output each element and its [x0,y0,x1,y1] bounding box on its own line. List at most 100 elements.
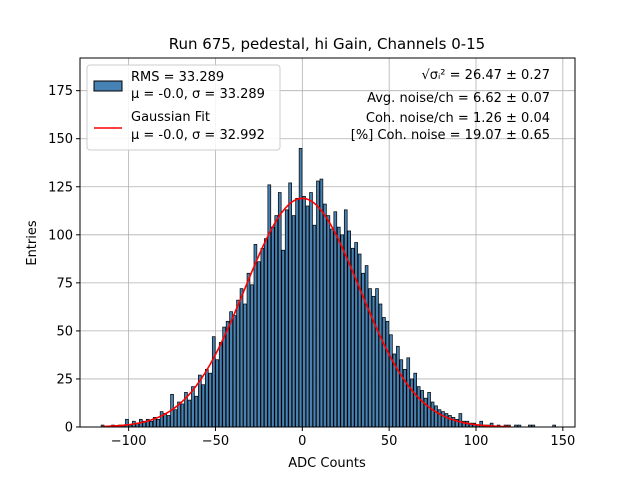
histogram-bar [246,272,251,428]
histogram-bar [298,147,303,428]
histogram-bar [448,415,452,428]
y-tick-label: 150 [48,132,73,147]
histogram-bar [149,420,153,428]
histogram-bar [243,303,247,428]
histogram-bar [125,418,129,428]
histogram-bar [208,372,213,428]
histogram-bar [326,215,331,428]
y-axis-label: Entries [25,220,40,266]
histogram-bar [159,411,164,428]
histogram-bar [229,311,233,428]
legend-entry-fit-stats: μ = -0.0, σ = 32.992 [131,128,265,143]
x-tick-label: −50 [202,434,229,449]
histogram-bar [222,326,226,428]
histogram-bar [413,372,417,428]
histogram-bar [458,413,463,428]
histogram-bar [330,228,334,428]
histogram-bar [225,320,230,428]
histogram-bar [437,409,442,428]
histogram-bar [389,334,393,428]
histogram-bar [180,403,185,428]
histogram-bar [264,238,268,428]
annotation-sigma-rhs: = 26.47 ± 0.27 [450,68,550,83]
histogram-bar [441,411,445,428]
x-tick-label: 50 [381,434,398,449]
histogram-bar [396,345,400,428]
annotation-sigma: √σᵢ² = 26.47 ± 0.27 [421,68,550,83]
histogram-bar [343,209,348,428]
histogram-bar [312,224,317,428]
histogram-bar [364,265,369,428]
histogram-bar [191,386,195,428]
histogram-bar [427,392,431,428]
y-tick-label: 50 [56,324,73,339]
histogram-bar [305,205,310,428]
histogram-bar [201,384,206,428]
histogram-bar [406,357,411,428]
histogram-bar [295,197,299,428]
histogram-bar [354,242,358,428]
x-tick-label: 150 [550,434,575,449]
histogram-bar [253,244,258,428]
chart-title: Run 675, pedestal, hi Gain, Channels 0-1… [169,35,485,53]
histogram-bar [291,215,296,428]
histogram-bar [337,226,341,428]
x-tick-label: −100 [111,434,147,449]
histogram-bar [316,180,320,428]
histogram-bar [211,336,216,428]
legend-entry-fit: Gaussian Fit [131,110,210,125]
histogram-bar [357,253,362,428]
x-tick-label: 0 [298,434,306,449]
annotation-sigma-lhs: √σᵢ² [421,68,445,83]
x-axis-label: ADC Counts [288,456,366,471]
histogram-bar [236,299,240,428]
histogram-bar [309,192,313,428]
histogram-bar [430,401,435,428]
x-tick-label: 100 [464,434,489,449]
histogram-bar [323,203,327,428]
histogram-bar [271,226,275,428]
histogram-bar [375,288,379,428]
histogram-bar [319,178,324,428]
legend: RMS = 33.289 μ = -0.0, σ = 33.289 Gaussi… [86,64,281,151]
histogram-bar [166,415,171,428]
grid [80,58,575,428]
annotation-coh-percent: [%] Coh. noise = 19.07 ± 0.65 [351,128,550,143]
histogram-bar [378,303,383,428]
annotation-coh-noise: Coh. noise/ch = 1.26 ± 0.04 [366,111,550,126]
legend-entry-rms: RMS = 33.289 [131,70,224,85]
plot-frame [79,57,576,428]
histogram-bar [288,182,292,428]
histogram-bar [156,418,160,428]
histogram-bar [284,209,289,428]
legend-swatch-histogram [93,80,123,92]
histogram-bar [215,359,219,428]
y-tick-label: 125 [48,180,73,195]
histogram-bar [277,192,282,428]
histogram-bar [409,378,414,428]
histogram-bar [274,215,279,428]
histogram-bar [340,234,345,428]
histogram-bar [416,386,421,428]
histogram-bar [194,395,199,428]
histogram-bar [205,368,209,428]
annotations: √σᵢ² = 26.47 ± 0.27 Avg. noise/ch = 6.62… [351,68,550,143]
histogram-bar [257,261,261,428]
annotation-avg-noise: Avg. noise/ch = 6.62 ± 0.07 [367,91,550,106]
histogram-bar [250,284,254,428]
y-tick-label: 75 [56,276,73,291]
histogram-bar [239,288,244,428]
histogram-bar [260,247,265,428]
histogram-bar [382,317,386,428]
ticks: −100 −50 0 50 100 150 0 25 50 75 100 125 150 175 [48,84,575,449]
histogram-bar [187,399,192,428]
histogram-bar [163,413,167,428]
histogram-bar [399,359,404,428]
legend-entry-rms-stats: μ = -0.0, σ = 33.289 [131,87,265,102]
histogram-bar [302,196,306,428]
histogram-bar [333,211,338,428]
y-tick-label: 25 [56,372,73,387]
histogram-bar [371,295,376,428]
histogram-bar [267,184,272,428]
histogram-bar [173,409,178,428]
